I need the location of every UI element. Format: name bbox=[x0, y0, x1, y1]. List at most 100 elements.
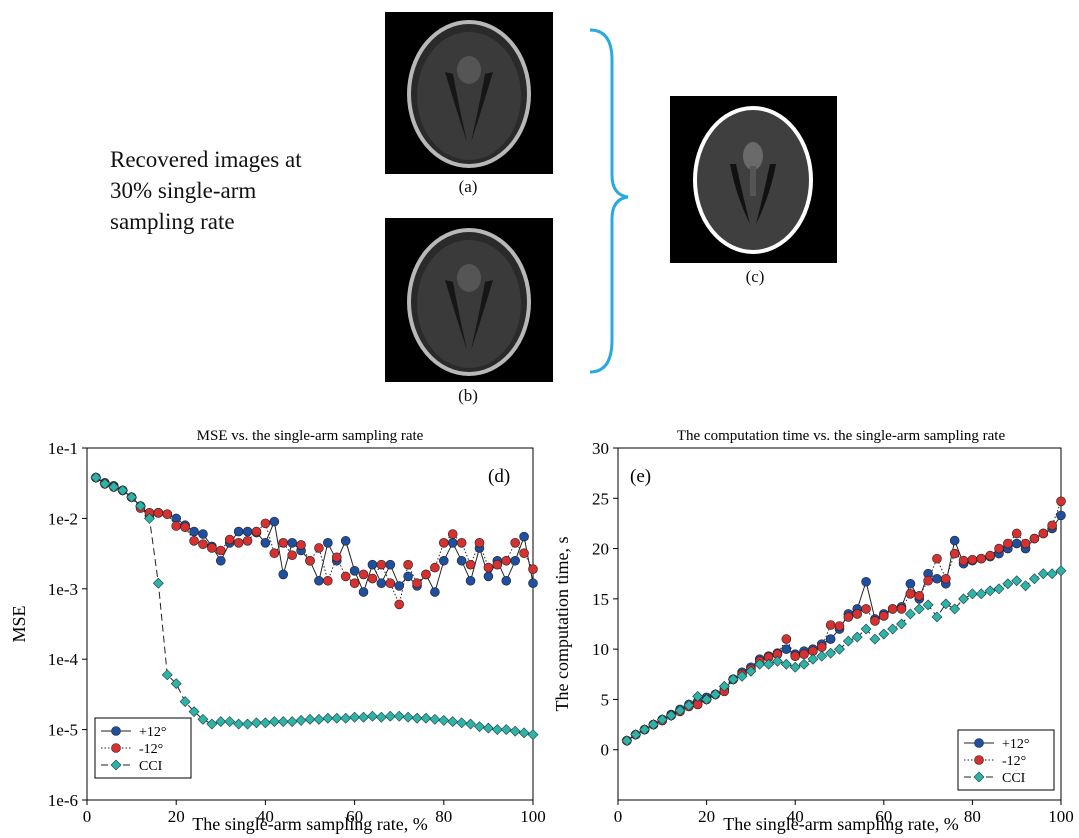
data-point bbox=[789, 661, 801, 673]
data-point bbox=[260, 518, 271, 529]
data-point bbox=[492, 559, 503, 570]
data-point bbox=[412, 578, 422, 589]
data-point bbox=[456, 717, 468, 729]
data-point bbox=[736, 670, 748, 682]
data-point bbox=[772, 655, 783, 667]
legend-box bbox=[957, 729, 1055, 791]
x-tick-label: 100 bbox=[1048, 807, 1074, 826]
phantom-a-graphic bbox=[407, 20, 531, 168]
data-point bbox=[189, 536, 199, 546]
chart-mse: MSE vs. the single-arm sampling rate (d)… bbox=[9, 428, 546, 834]
data-point bbox=[878, 611, 889, 621]
data-point bbox=[665, 710, 677, 721]
data-point bbox=[384, 710, 396, 722]
x-tick-label: 60 bbox=[875, 807, 892, 826]
data-point bbox=[1020, 580, 1031, 592]
caption-line-1: Recovered images at bbox=[110, 147, 302, 172]
y-tick-label: 15 bbox=[592, 590, 609, 609]
data-point bbox=[727, 673, 739, 685]
chart-d-legend: +12° -12° CCI bbox=[94, 717, 192, 779]
data-point bbox=[914, 591, 925, 601]
data-point bbox=[233, 538, 244, 548]
data-point bbox=[323, 575, 333, 586]
data-point bbox=[198, 529, 208, 539]
data-point bbox=[993, 583, 1005, 595]
data-point bbox=[985, 550, 995, 561]
data-point bbox=[825, 647, 837, 659]
legend-label: -12° bbox=[1002, 754, 1026, 769]
legend-marker bbox=[973, 771, 985, 783]
series-line-3 bbox=[626, 570, 1062, 742]
data-point bbox=[287, 538, 297, 548]
image-label-c: (c) bbox=[745, 267, 765, 286]
legend-label: CCI bbox=[1002, 771, 1026, 786]
data-point bbox=[967, 554, 978, 565]
data-point bbox=[358, 711, 369, 723]
data-point bbox=[402, 711, 414, 723]
data-point bbox=[482, 722, 494, 734]
data-point bbox=[394, 581, 405, 591]
data-point bbox=[501, 555, 512, 566]
data-point bbox=[251, 526, 262, 537]
data-point bbox=[277, 716, 289, 728]
series-line-1 bbox=[95, 477, 534, 594]
data-point bbox=[153, 508, 164, 518]
data-point bbox=[807, 653, 819, 665]
x-tick-label: 80 bbox=[964, 807, 981, 826]
data-point bbox=[180, 522, 190, 532]
data-point bbox=[519, 531, 529, 542]
data-point bbox=[843, 612, 854, 622]
data-point bbox=[949, 603, 961, 615]
data-point bbox=[966, 588, 978, 600]
legend-label: CCI bbox=[139, 759, 163, 774]
data-point bbox=[242, 718, 253, 730]
data-point bbox=[108, 481, 120, 493]
data-point bbox=[269, 548, 280, 559]
y-tick-label: 1e-3 bbox=[48, 580, 78, 599]
data-point bbox=[456, 555, 467, 566]
y-tick-label: 0 bbox=[601, 741, 610, 760]
data-point bbox=[931, 611, 943, 623]
data-point bbox=[376, 578, 387, 589]
y-tick-label: 1e-5 bbox=[48, 721, 78, 740]
chart-e-series bbox=[621, 496, 1067, 747]
data-point bbox=[949, 548, 960, 559]
x-tick-label: 0 bbox=[614, 807, 623, 826]
data-point bbox=[1047, 520, 1057, 531]
data-point bbox=[447, 716, 459, 728]
data-point bbox=[887, 623, 899, 635]
data-point bbox=[1038, 528, 1049, 539]
data-point bbox=[958, 593, 969, 605]
data-point bbox=[639, 724, 651, 736]
data-point bbox=[923, 575, 933, 586]
data-point bbox=[465, 718, 476, 730]
curly-brace-icon bbox=[589, 28, 629, 374]
data-point bbox=[438, 538, 449, 548]
legend-marker bbox=[974, 755, 984, 765]
data-point bbox=[870, 616, 880, 626]
x-tick-label: 0 bbox=[83, 807, 92, 826]
data-point bbox=[860, 623, 872, 635]
data-point bbox=[510, 555, 520, 566]
data-point bbox=[216, 555, 226, 566]
chart-d-series bbox=[90, 472, 539, 740]
data-point bbox=[500, 724, 512, 736]
data-point bbox=[349, 711, 361, 723]
data-point bbox=[683, 700, 695, 711]
y-tick-label: 1e-2 bbox=[48, 509, 78, 528]
data-point bbox=[251, 717, 262, 729]
data-point bbox=[984, 585, 996, 597]
data-point bbox=[429, 713, 441, 725]
data-point bbox=[233, 526, 244, 537]
data-point bbox=[430, 587, 440, 597]
data-point bbox=[224, 716, 236, 728]
data-point bbox=[278, 569, 289, 580]
y-tick-label: 1e-4 bbox=[48, 650, 79, 669]
data-point bbox=[296, 540, 306, 550]
y-tick-label: 20 bbox=[592, 540, 609, 559]
chart-e-yticks: 0 5 10 15 20 25 30 bbox=[592, 439, 618, 760]
data-point bbox=[745, 665, 757, 677]
data-point bbox=[878, 628, 890, 640]
data-point bbox=[340, 571, 351, 582]
